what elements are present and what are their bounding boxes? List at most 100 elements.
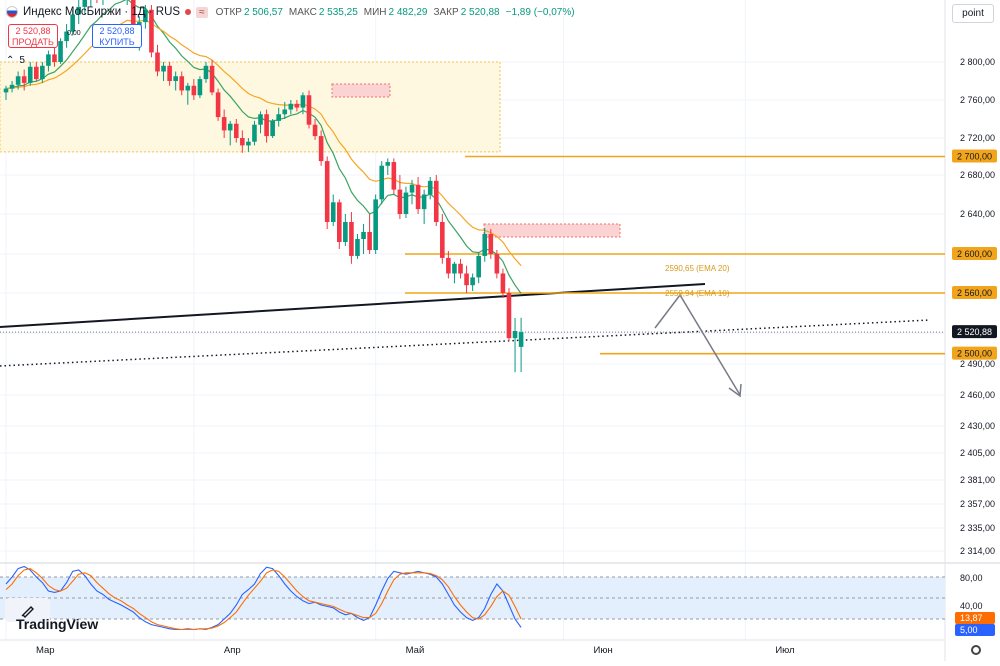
projection-arrow	[654, 293, 741, 396]
candle-body-29	[179, 76, 185, 91]
level-tag-bg-0	[952, 149, 997, 163]
indicators-toggle[interactable]: ⌃ 5	[6, 55, 25, 66]
candle-body-12	[76, 6, 82, 15]
zone-rectangle	[0, 61, 501, 153]
y-tick-label-8: 2 490,00	[960, 359, 995, 369]
candle-body-51	[312, 124, 318, 137]
buy-label: КУПИТЬ	[99, 37, 135, 47]
buy-price: 2 520,88	[99, 26, 135, 36]
y-tick-label-12: 2 381,00	[960, 475, 995, 485]
candle-body-34	[209, 65, 215, 93]
trendline-dotted	[0, 319, 931, 367]
candle-body-82	[500, 273, 506, 293]
candle-body-3	[21, 76, 27, 83]
candle-body-26	[161, 65, 166, 72]
candle-body-13	[82, 0, 88, 7]
candle-body-55	[337, 202, 342, 242]
candle-body-46	[282, 109, 288, 115]
y-tick-label-13: 2 357,00	[960, 499, 995, 509]
spread-value: 0,00	[67, 30, 81, 37]
candle-body-9	[58, 41, 63, 62]
candle-body-76	[464, 273, 469, 286]
candle-body-70	[427, 180, 433, 195]
candle-body-35	[215, 92, 221, 118]
candle-body-0	[3, 88, 9, 93]
candle-body-10	[64, 31, 69, 42]
stoch-k-tag: 5,00	[960, 625, 978, 635]
legend-header: Индекс МосБиржи · 1Д · RUS ≈ ОТКР 2 506,…	[6, 4, 581, 20]
candle-body-71	[433, 180, 439, 222]
level-tag-3: 2 500,00	[957, 349, 992, 359]
candle-body-42	[258, 114, 263, 125]
drawing-tool-button[interactable]	[5, 598, 50, 622]
candle-body-2	[15, 76, 21, 85]
candle-body-64	[391, 162, 397, 190]
candle-body-68	[415, 184, 421, 210]
candle-body-8	[52, 54, 57, 62]
close-label: ЗАКР	[433, 6, 459, 18]
symbol-title[interactable]: Индекс МосБиржи · 1Д · RUS	[23, 6, 181, 18]
candle-body-38	[233, 123, 239, 138]
candle-body-60	[367, 232, 372, 250]
level-tag-bg-1	[952, 247, 997, 260]
russia-flag-icon	[6, 6, 18, 18]
ema-annotation-1: 2559,94 (EMA 10)	[665, 289, 730, 298]
candle-body-69	[421, 194, 427, 210]
candle-body-72	[440, 222, 445, 258]
candle-body-84	[512, 331, 518, 339]
y-tick-label-2: 2 720,00	[960, 133, 995, 143]
candle-body-28	[173, 76, 178, 81]
candle-body-57	[349, 222, 354, 256]
candle-body-58	[355, 239, 360, 256]
sell-button[interactable]: 2 520,88 ПРОДАТЬ	[8, 24, 58, 48]
axis-mode-button[interactable]: point	[952, 4, 994, 23]
candle-body-5	[34, 66, 39, 80]
candle-body-66	[403, 192, 409, 214]
candle-body-67	[409, 184, 415, 193]
candle-body-63	[385, 162, 391, 166]
candle-body-59	[361, 232, 366, 239]
stoch-axis-label-1: 40,00	[960, 601, 983, 611]
candle-body-33	[203, 65, 209, 80]
level-tag-bg-3	[952, 346, 997, 360]
market-status-icon	[185, 9, 192, 15]
y-tick-label-9: 2 460,00	[960, 390, 995, 400]
stoch-d-tag-bg	[955, 612, 995, 624]
candle-body-25	[155, 52, 160, 72]
candle-body-36	[221, 117, 227, 131]
candle-body-75	[458, 263, 463, 274]
sell-label: ПРОДАТЬ	[12, 37, 54, 47]
tradingview-logo-text: TradingView	[16, 616, 99, 632]
candle-body-80	[488, 234, 494, 254]
candle-body-24	[149, 9, 154, 53]
y-tick-label-4: 2 640,00	[960, 209, 995, 219]
candle-body-41	[252, 124, 257, 142]
candle-body-7	[46, 54, 51, 66]
sell-price: 2 520,88	[15, 26, 51, 36]
candle-body-48	[294, 103, 300, 108]
settings-gear-icon[interactable]	[971, 645, 981, 655]
candle-body-32	[197, 79, 203, 96]
tradingview-logo: TradingView	[16, 616, 98, 632]
y-tick-label-11: 2 405,00	[960, 448, 995, 458]
candle-body-85	[518, 332, 524, 347]
pen-icon	[21, 606, 34, 618]
candle-body-4	[27, 66, 33, 83]
candle-body-47	[288, 103, 294, 110]
y-tick-label-14: 2 335,00	[960, 523, 995, 533]
candle-body-37	[227, 123, 233, 131]
buy-button[interactable]: 2 520,88 КУПИТЬ	[92, 24, 142, 48]
low-label: МИН	[363, 6, 387, 18]
ema-annotation-0: 2590,65 (EMA 20)	[665, 264, 730, 273]
candle-body-45	[276, 114, 281, 121]
level-tag-bg-2	[952, 286, 997, 299]
projection-arrowhead	[728, 383, 742, 398]
y-tick-label-10: 2 430,00	[960, 421, 995, 431]
high-value: 2 535,25	[318, 6, 358, 18]
candle-body-83	[506, 293, 512, 339]
open-label: ОТКР	[215, 6, 242, 18]
candle-body-81	[494, 254, 500, 274]
candle-body-23	[143, 9, 148, 23]
